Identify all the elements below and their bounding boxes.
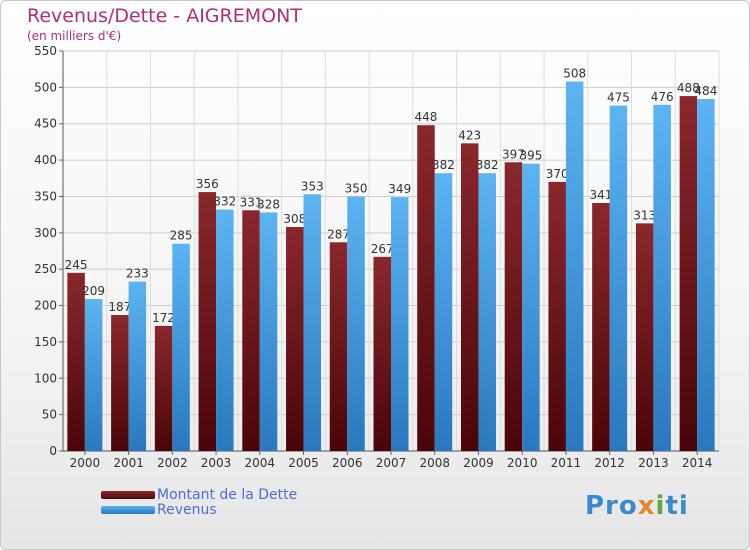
x-tick-label: 2001 (113, 456, 144, 470)
data-label-dette: 267 (371, 242, 394, 256)
x-tick-label: 2013 (638, 456, 669, 470)
bar-dette (504, 162, 523, 452)
data-label-dette: 370 (546, 167, 569, 181)
y-tick-label: 300 (34, 226, 57, 240)
data-label-dette: 448 (415, 110, 438, 124)
x-tick-label: 2012 (594, 456, 625, 470)
y-tick-label: 100 (34, 371, 57, 385)
data-label-revenus: 349 (388, 182, 411, 196)
bar-revenus (609, 105, 628, 451)
legend-label-revenus: Revenus (157, 502, 217, 518)
chart-title: Revenus/Dette - AIGREMONT (27, 5, 302, 27)
x-tick-label: 2004 (245, 456, 276, 470)
x-tick-label: 2010 (507, 456, 538, 470)
data-label-dette: 397 (502, 147, 525, 161)
y-tick-label: 250 (34, 262, 57, 276)
legend-item-revenus: Revenus (101, 502, 217, 518)
data-label-dette: 488 (677, 81, 700, 95)
bar-dette (198, 192, 217, 451)
legend-item-dette: Montant de la Dette (101, 487, 298, 503)
legend-swatch-revenus (101, 506, 155, 514)
bar-dette (242, 210, 260, 451)
data-label-revenus: 285 (170, 229, 193, 243)
bar-revenus (478, 173, 496, 451)
bar-revenus (434, 173, 453, 451)
data-label-dette: 356 (196, 177, 219, 191)
bar-revenus (653, 104, 671, 452)
data-label-revenus: 332 (213, 195, 236, 209)
chart-subtitle: (en milliers d'€) (27, 29, 122, 43)
y-tick-label: 400 (34, 153, 57, 167)
y-tick-label: 150 (34, 335, 57, 349)
data-label-dette: 187 (108, 300, 131, 314)
data-label-revenus: 353 (301, 179, 324, 193)
data-label-revenus: 476 (651, 90, 674, 104)
data-label-revenus: 484 (694, 84, 717, 98)
x-tick-label: 2002 (157, 456, 188, 470)
bar-revenus (391, 197, 409, 451)
data-label-revenus: 350 (345, 181, 368, 195)
legend-swatch-dette (101, 491, 155, 499)
legend-label-dette: Montant de la Dette (157, 487, 298, 503)
bar-dette (154, 325, 173, 451)
bar-revenus (565, 81, 584, 451)
bar-revenus (172, 243, 190, 451)
y-tick-label: 550 (34, 44, 57, 58)
x-tick-label: 2008 (419, 456, 450, 470)
bar-dette (286, 227, 304, 451)
data-label-dette: 423 (458, 128, 481, 142)
bar-dette (111, 315, 129, 451)
bar-revenus (303, 194, 322, 452)
bar-dette (679, 96, 698, 451)
bar-dette (635, 223, 654, 451)
bar-dette (417, 125, 435, 451)
bar-revenus (522, 163, 540, 451)
y-tick-label: 50 (42, 408, 57, 422)
bar-revenus (347, 196, 365, 451)
bar-dette (329, 242, 348, 451)
bar-revenus (128, 281, 147, 451)
x-tick-label: 2009 (463, 456, 494, 470)
bar-revenus (84, 299, 103, 451)
data-label-revenus: 209 (82, 284, 105, 298)
bar-dette (373, 256, 391, 451)
y-tick-label: 0 (49, 444, 57, 458)
y-tick-label: 450 (34, 117, 57, 131)
data-label-revenus: 508 (563, 67, 586, 81)
bar-dette (548, 181, 566, 451)
bar-dette (460, 143, 479, 451)
data-label-revenus: 233 (126, 267, 149, 281)
data-label-dette: 341 (589, 188, 612, 202)
x-tick-label: 2003 (201, 456, 232, 470)
data-label-dette: 172 (152, 311, 175, 325)
data-label-dette: 245 (65, 258, 88, 272)
bar-dette (592, 203, 610, 451)
y-tick-label: 200 (34, 299, 57, 313)
data-label-dette: 308 (283, 212, 306, 226)
data-label-revenus: 475 (607, 91, 630, 105)
bar-revenus (259, 212, 278, 451)
bar-dette (67, 272, 85, 451)
data-label-dette: 331 (240, 195, 263, 209)
bar-revenus (697, 99, 715, 451)
y-tick-label: 350 (34, 189, 57, 203)
x-tick-label: 2011 (551, 456, 582, 470)
x-tick-label: 2006 (332, 456, 363, 470)
data-label-revenus: 382 (432, 158, 455, 172)
data-label-revenus: 395 (519, 149, 542, 163)
x-tick-label: 2005 (288, 456, 319, 470)
x-tick-label: 2007 (376, 456, 407, 470)
data-label-revenus: 328 (257, 197, 280, 211)
proxiti-logo: Proxiti (585, 491, 689, 521)
data-label-revenus: 382 (476, 158, 499, 172)
x-tick-label: 2014 (682, 456, 713, 470)
x-tick-label: 2000 (70, 456, 101, 470)
data-label-dette: 287 (327, 227, 350, 241)
y-tick-label: 500 (34, 80, 57, 94)
bar-revenus (216, 209, 234, 451)
data-label-dette: 313 (633, 208, 656, 222)
